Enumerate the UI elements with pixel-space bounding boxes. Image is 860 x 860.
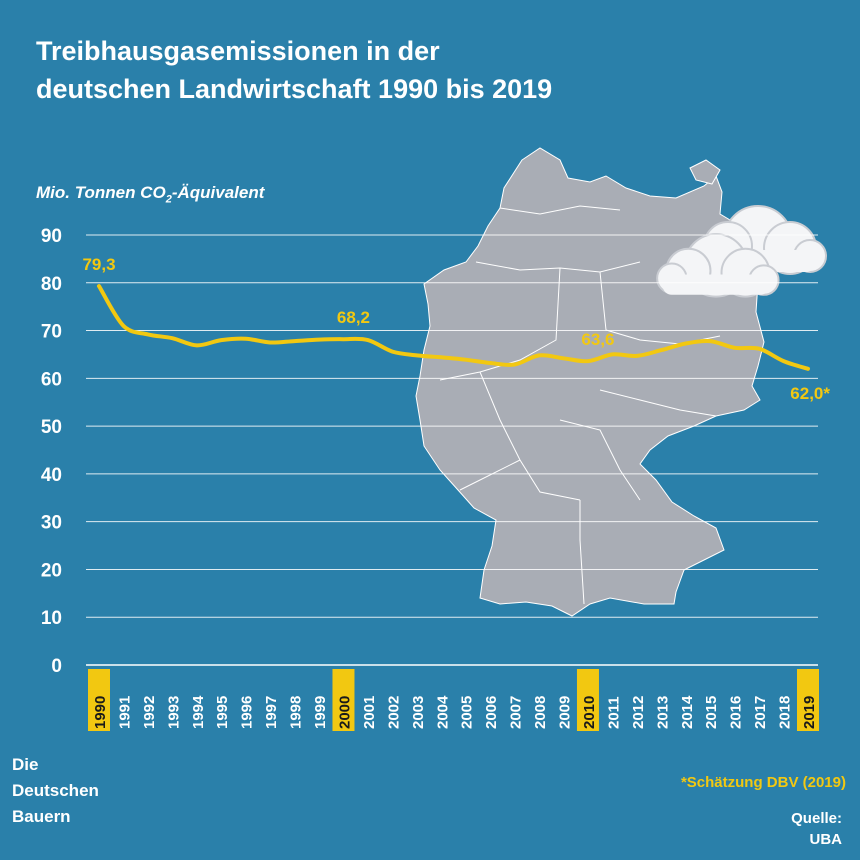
y-tick-label: 10 [41, 608, 62, 629]
x-tick-label: 2005 [459, 696, 476, 729]
unit-prefix: Mio. Tonnen CO [36, 183, 166, 202]
x-axis: 1990 1991 1992 1993 1994 1995 1996 1997 1998 1999… [88, 669, 819, 731]
y-tick-label: 50 [41, 417, 62, 438]
data-label: 79,3 [82, 255, 115, 274]
x-tick-label: 2012 [630, 696, 647, 729]
x-tick-label: 2016 [728, 696, 745, 729]
cloud-icon [656, 205, 827, 298]
y-tick-label: 0 [51, 656, 62, 677]
x-tick-label: 1995 [214, 696, 231, 729]
x-tick-highlight [88, 669, 110, 731]
y-tick-label: 40 [41, 465, 62, 486]
source-label: Quelle: [791, 810, 842, 827]
x-tick-label: 1990 [92, 696, 109, 729]
title-line-2: deutschen Landwirtschaft 1990 bis 2019 [36, 74, 553, 104]
x-tick-label: 2014 [679, 695, 696, 729]
x-tick-label: 2007 [508, 696, 525, 729]
y-axis-unit: Mio. Tonnen CO2-Äquivalent [36, 183, 264, 205]
x-tick-label: 2010 [581, 696, 598, 729]
x-tick-label: 1994 [190, 695, 207, 729]
x-tick-label: 2001 [361, 696, 378, 729]
title-line-1: Treibhausgasemissionen in der [36, 36, 440, 66]
x-tick-label: 1999 [312, 696, 329, 729]
cloud-shape [656, 233, 780, 298]
germany-map-shape [415, 147, 765, 617]
y-tick-label: 90 [41, 226, 62, 247]
x-tick-label: 2004 [434, 695, 451, 729]
x-tick-label: 1993 [165, 696, 182, 729]
x-tick-label: 2009 [557, 696, 574, 729]
y-tick-label: 60 [41, 369, 62, 390]
x-tick-label: 1996 [239, 696, 256, 729]
x-tick-label: 2019 [801, 696, 818, 729]
x-tick-label: 2000 [336, 696, 353, 729]
data-labels: 79,3 68,2 63,6 62,0* [82, 255, 830, 403]
chart-title: Treibhausgasemissionen in der deutschen … [36, 32, 796, 108]
y-tick-label: 20 [41, 560, 62, 581]
footnote: *Schätzung DBV (2019) [680, 774, 846, 791]
baltic-island [689, 159, 721, 185]
gridlines [86, 234, 818, 666]
x-tick-label: 1997 [263, 696, 280, 729]
unit-subscript: 2 [165, 193, 172, 206]
unit-suffix: -Äquivalent [171, 183, 265, 202]
x-tick-label: 2002 [385, 696, 402, 729]
x-tick-highlight [797, 669, 819, 731]
x-tick-highlight [576, 669, 599, 731]
brand-line-3: Bauern [12, 807, 71, 826]
x-tick-label: 2015 [703, 696, 720, 729]
x-tick-label: 2013 [654, 696, 671, 729]
data-label: 68,2 [337, 308, 370, 327]
y-tick-label: 30 [41, 513, 62, 534]
brand-logo: Die Deutschen Bauern [12, 752, 99, 830]
y-tick-label: 70 [41, 322, 62, 343]
x-tick-label: 2018 [777, 696, 794, 729]
y-axis: 0 10 20 30 40 50 60 70 80 90 [41, 226, 62, 677]
data-label: 63,6 [581, 330, 614, 349]
x-tick-label: 1991 [116, 696, 133, 729]
source-value: UBA [809, 831, 843, 848]
x-tick-label: 1998 [288, 696, 305, 729]
emissions-series-line [97, 284, 810, 371]
x-tick-label: 2011 [605, 696, 622, 729]
x-tick-highlight [332, 669, 355, 731]
x-tick-label: 2006 [483, 696, 500, 729]
data-label: 62,0* [790, 384, 830, 403]
x-tick-label: 1992 [141, 696, 158, 729]
x-tick-label: 2008 [532, 696, 549, 729]
brand-line-1: Die [12, 755, 39, 774]
x-tick-label: 2017 [752, 696, 769, 729]
germany-map [415, 147, 765, 617]
y-tick-label: 80 [41, 274, 62, 295]
germany-state-borders [439, 205, 721, 605]
brand-line-2: Deutschen [12, 781, 99, 800]
x-tick-label: 2003 [410, 696, 427, 729]
source-note: Quelle: UBA [791, 808, 842, 850]
